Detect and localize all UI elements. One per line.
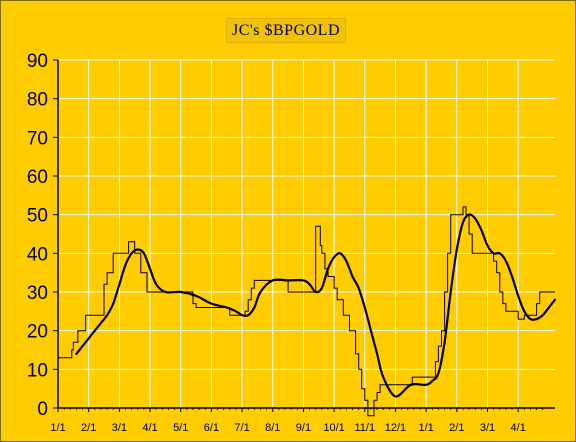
series-line-thin [58,206,555,417]
x-tick-label: 3/1 [480,422,495,434]
y-tick-label: 20 [27,322,48,343]
x-tick-label: 2/1 [449,422,464,434]
y-tick-label: 10 [27,360,48,381]
x-tick-label: 9/1 [296,422,311,434]
y-tick-label: 90 [27,51,48,72]
x-tick-label: 10/1 [323,422,344,434]
x-tick-label: 4/1 [142,422,157,434]
x-tick-label: 3/1 [112,422,127,434]
y-tick-label: 80 [27,90,48,111]
x-tick-label: 8/1 [265,422,280,434]
x-tick-label: 1/1 [418,422,433,434]
x-axis-ticks: 1/1 2/1 3/1 4/1 5/1 6/1 7/1 8/1 9/1 10/1 11/1 12/1 1… [50,408,544,434]
series-group [58,206,557,417]
x-tick-label: 2/1 [81,422,96,434]
x-tick-label: 12/1 [385,422,406,434]
x-tick-label: 7/1 [234,422,249,434]
y-tick-label: 40 [27,244,48,265]
x-tick-label: 11/1 [354,422,375,434]
y-tick-label: 30 [27,283,48,304]
y-tick-label: 60 [27,167,48,188]
y-tick-label: 0 [37,399,48,420]
chart-title: JC's $BPGOLD [226,18,346,43]
y-tick-label: 50 [27,206,48,227]
plot-area [58,60,555,408]
x-tick-label: 6/1 [204,422,219,434]
y-axis-ticks: 0 10 20 30 40 50 60 70 80 90 [27,51,58,420]
x-tick-label: 1/1 [50,422,65,434]
series-line-thick [75,213,557,398]
x-tick-label: 4/1 [511,422,526,434]
x-tick-label: 5/1 [173,422,188,434]
y-tick-label: 70 [27,128,48,149]
